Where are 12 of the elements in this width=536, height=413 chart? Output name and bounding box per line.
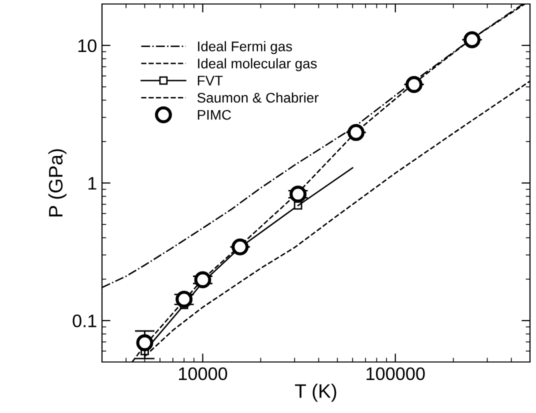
x-axis-title: T (K) [295, 384, 336, 402]
legend-label: PIMC [198, 110, 231, 120]
y-tick-label: 10 [78, 39, 96, 52]
x-tick-label: 10000 [179, 367, 228, 380]
legend-label: FVT [198, 76, 223, 86]
y-tick-label: 1 [88, 177, 96, 190]
y-axis-title: P (GPa) [48, 149, 66, 216]
legend-label: Ideal Fermi gas [198, 41, 292, 54]
y-tick-label: 0.1 [72, 314, 96, 328]
legend-label: Ideal molecular gas [198, 58, 317, 72]
legend-label: Saumon & Chabrier [197, 92, 319, 103]
x-tick-label: 100000 [366, 367, 425, 380]
